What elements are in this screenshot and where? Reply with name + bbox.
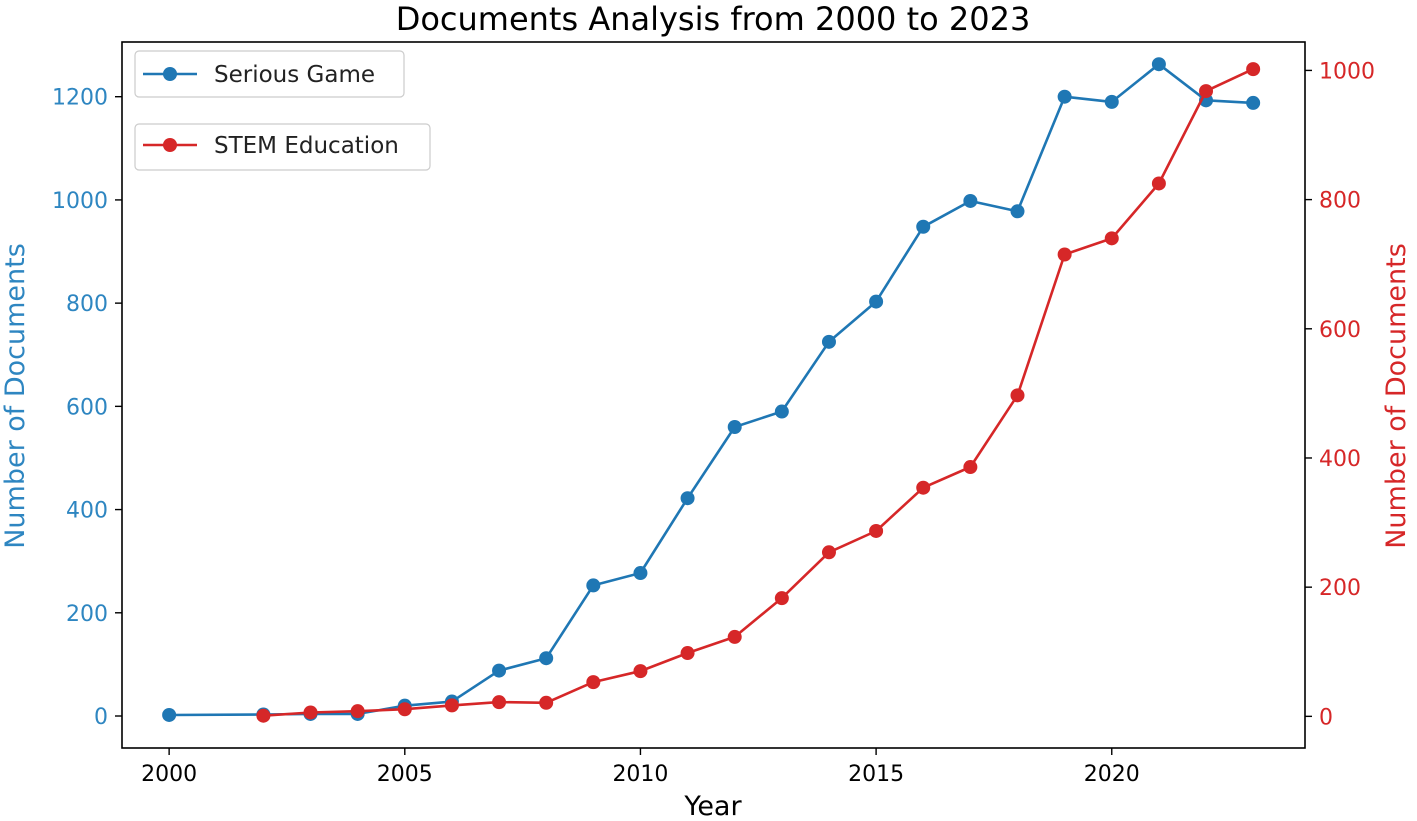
data-point: [727, 419, 742, 434]
y-left-tick-label: 800: [66, 292, 108, 317]
data-point: [539, 695, 554, 710]
y-right-tick-label: 800: [1319, 189, 1361, 214]
data-point: [821, 545, 836, 560]
plot-frame: [121, 41, 1306, 749]
right-axis: 0 200 400 600 800 1000: [1305, 59, 1375, 730]
series-layer: [162, 57, 1261, 723]
y-left-tick-label: 600: [66, 395, 108, 420]
y-left-tick-label: 200: [66, 602, 108, 627]
y-right-tick-label: 0: [1319, 705, 1333, 730]
data-point: [1246, 62, 1261, 77]
legend-serious-game: Serious Game: [134, 50, 405, 98]
data-point: [586, 675, 601, 690]
data-point: [916, 480, 931, 495]
left-axis: 0 200 400 600 800 1000 1200: [52, 86, 122, 730]
data-point: [256, 708, 271, 723]
data-point: [633, 664, 648, 679]
data-point: [680, 646, 695, 661]
legend-marker-icon: [163, 138, 177, 152]
data-point: [397, 702, 412, 717]
data-point: [1057, 247, 1072, 262]
data-point: [444, 698, 459, 713]
x-tick-label: 2015: [848, 762, 904, 787]
data-point: [916, 219, 931, 234]
data-point: [1104, 94, 1119, 109]
data-point: [1199, 84, 1214, 99]
data-point: [821, 334, 836, 349]
data-point: [1104, 231, 1119, 246]
data-point: [774, 404, 789, 419]
data-point: [1057, 89, 1072, 104]
x-tick-label: 2010: [612, 762, 668, 787]
legend-label: Serious Game: [214, 62, 375, 88]
data-point: [162, 707, 177, 722]
data-point: [680, 491, 695, 506]
data-point: [869, 294, 884, 309]
y-left-tick-label: 1000: [52, 189, 108, 214]
data-point: [303, 705, 318, 720]
data-point: [586, 578, 601, 593]
y-right-tick-label: 200: [1319, 576, 1361, 601]
y-axis-label-right: Number of Documents: [1381, 243, 1412, 549]
y-right-tick-label: 600: [1319, 318, 1361, 343]
legend-stem-education: STEM Education: [134, 123, 431, 171]
x-tick-label: 2000: [141, 762, 197, 787]
legend-box: [134, 50, 405, 98]
data-point: [869, 523, 884, 538]
data-point: [492, 663, 507, 678]
y-right-tick-label: 400: [1319, 447, 1361, 472]
x-tick-label: 2005: [377, 762, 433, 787]
data-point: [1151, 57, 1166, 72]
x-tick-label: 2020: [1084, 762, 1140, 787]
y-left-tick-label: 0: [94, 705, 108, 730]
y-left-tick-label: 400: [66, 499, 108, 524]
series-line: [263, 67, 1254, 717]
data-point: [1151, 176, 1166, 191]
data-point: [539, 651, 554, 666]
x-axis: 2000 2005 2010 2015 2020: [141, 748, 1140, 787]
y-left-tick-label: 1200: [52, 86, 108, 111]
y-right-tick-label: 1000: [1319, 59, 1375, 84]
data-point: [774, 591, 789, 606]
data-point: [1246, 95, 1261, 110]
data-point: [350, 704, 365, 719]
series-stem-education: [256, 62, 1261, 723]
y-axis-label-left: Number of Documents: [0, 243, 31, 549]
legend-label: STEM Education: [214, 133, 399, 159]
legend-marker-icon: [163, 67, 177, 81]
legend-box: [134, 123, 431, 171]
data-point: [727, 629, 742, 644]
data-point: [963, 193, 978, 208]
data-point: [963, 460, 978, 475]
data-point: [1010, 204, 1025, 219]
data-point: [492, 695, 507, 710]
data-point: [633, 566, 648, 581]
data-point: [1010, 388, 1025, 403]
x-axis-label: Year: [683, 791, 742, 821]
chart-title: Documents Analysis from 2000 to 2023: [396, 0, 1031, 38]
